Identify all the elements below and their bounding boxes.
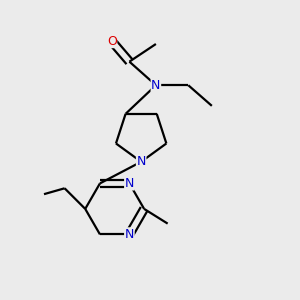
Text: N: N — [151, 79, 160, 92]
Text: N: N — [125, 177, 134, 190]
Text: O: O — [107, 34, 117, 48]
Text: N: N — [125, 228, 134, 241]
Text: N: N — [136, 155, 146, 168]
